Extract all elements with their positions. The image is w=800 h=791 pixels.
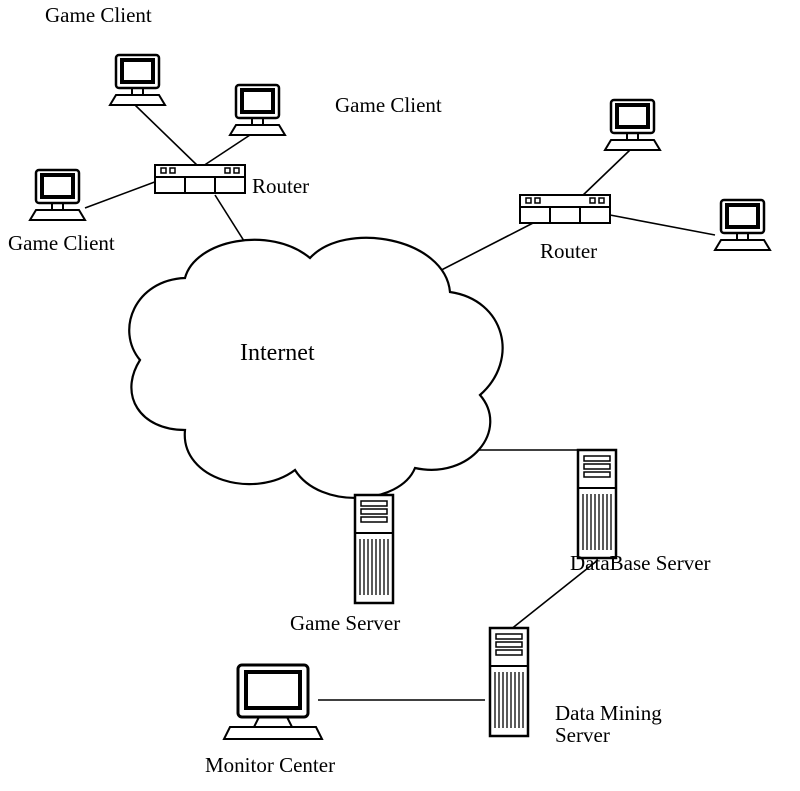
router1-icon xyxy=(155,165,245,193)
game-client-center-icon xyxy=(230,85,285,135)
label-router1: Router xyxy=(252,174,309,198)
label-game-client-right: Game Client xyxy=(335,93,442,117)
edge xyxy=(85,180,160,208)
game-client-r2-icon xyxy=(715,200,770,250)
game-client-r1-icon xyxy=(605,100,660,150)
label-game-server: Game Server xyxy=(290,611,400,635)
data-mining-server-icon xyxy=(490,628,528,736)
label-data-mining-server: Data MiningServer xyxy=(555,701,662,747)
edge xyxy=(580,150,630,198)
database-server-icon xyxy=(578,450,616,558)
router2-icon xyxy=(520,195,610,223)
network-diagram: Game Client Game Client Game Client Router R… xyxy=(0,0,800,791)
monitor-center-icon xyxy=(224,665,322,739)
edge xyxy=(200,135,250,168)
label-database-server: DataBase Server xyxy=(570,551,711,575)
label-monitor-center: Monitor Center xyxy=(205,753,335,777)
game-client-top-icon xyxy=(110,55,165,105)
edge xyxy=(610,215,715,235)
label-game-client-top: Game Client xyxy=(45,3,152,27)
label-game-client-left: Game Client xyxy=(8,231,115,255)
label-internet: Internet xyxy=(240,340,315,366)
edge xyxy=(135,105,200,168)
game-server-icon xyxy=(355,495,393,603)
game-client-left-icon xyxy=(30,170,85,220)
internet-cloud xyxy=(129,238,502,498)
label-router2: Router xyxy=(540,239,597,263)
